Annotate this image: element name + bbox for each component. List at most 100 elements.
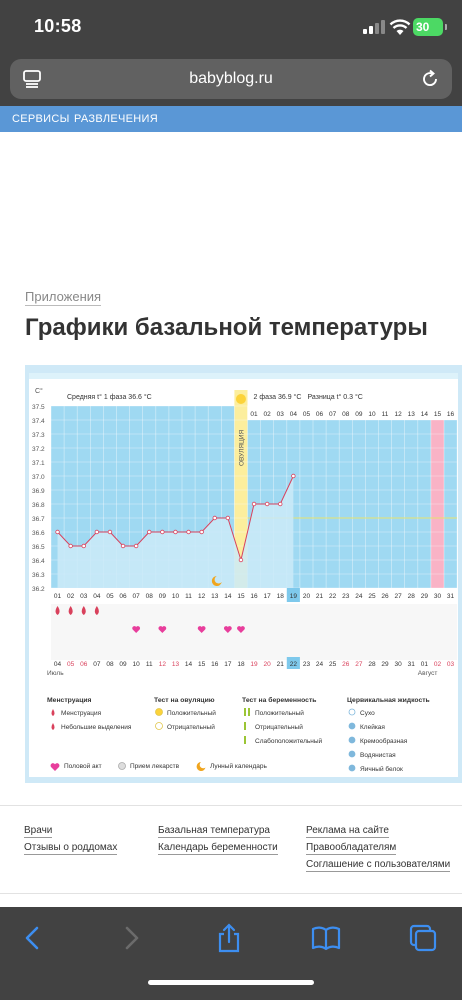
legend-ovulation-item: Положительный xyxy=(167,709,216,717)
legend-menstruation-item: Менструация xyxy=(61,710,102,717)
date-label: 11 xyxy=(146,661,153,668)
y-tick-label: 36.9 xyxy=(32,488,45,495)
bbt-chart-frame: 37.5 37.4 37.3 37.2 37.1 37.0 36.9 36.8 36.7 36.6… xyxy=(25,365,462,783)
temperature-point xyxy=(120,543,126,549)
legend-pregnancy-item: Положительный xyxy=(255,709,304,717)
markers-area xyxy=(51,604,458,660)
legend-menstruation-title: Менструация xyxy=(47,697,92,704)
legend-medication-icon xyxy=(118,762,126,770)
url-text[interactable]: babyblog.ru xyxy=(189,70,273,87)
footer-link-doctors[interactable]: Врачи xyxy=(24,825,53,838)
y-tick-label: 37.5 xyxy=(32,404,45,411)
cycle-day-label: 20 xyxy=(303,593,311,600)
back-icon[interactable] xyxy=(18,923,48,953)
intercourse-heart-icon xyxy=(132,626,141,633)
legend-cervical-icon xyxy=(348,736,356,744)
phase2-avg-label: 2 фаза 36.9 °C xyxy=(254,393,302,401)
date-label: 25 xyxy=(329,661,337,668)
ovulation-sun-icon xyxy=(235,394,246,404)
wifi-icon xyxy=(389,19,411,35)
status-bar: 10:58 30 xyxy=(0,0,462,54)
footer-link-advertising[interactable]: Реклама на сайте xyxy=(306,825,389,838)
cycle-day-label: 01 xyxy=(54,593,62,600)
date-label: 12 xyxy=(159,661,167,668)
date-label: 19 xyxy=(250,661,258,668)
current-date-highlight xyxy=(286,657,300,669)
cycle-day-label: 05 xyxy=(106,593,114,600)
temperature-point xyxy=(199,529,204,535)
legend-lunar-icon xyxy=(196,762,206,771)
legend-drop-icon xyxy=(51,709,55,716)
bookmarks-icon[interactable] xyxy=(311,923,341,953)
date-label: 06 xyxy=(80,661,88,668)
menstruation-drop-icon xyxy=(81,606,86,615)
legend-cervical-item: Яичный белок xyxy=(360,765,403,773)
temperature-point xyxy=(107,529,113,535)
date-label: 02 xyxy=(434,661,442,668)
battery-icon: 30 xyxy=(413,18,447,36)
temperature-point xyxy=(278,501,283,507)
tabs-icon[interactable] xyxy=(408,923,438,953)
footer-link-maternity-reviews[interactable]: Отзывы о роддомах xyxy=(24,842,118,855)
footer-link-pregnancy-calendar[interactable]: Календарь беременности xyxy=(158,842,278,855)
date-label: 27 xyxy=(355,661,363,668)
temperature-point xyxy=(68,543,73,549)
cycle-day-label: 04 xyxy=(93,593,101,600)
legend-pregnancy-item: Слабоположительный xyxy=(255,737,323,745)
footer-link-user-agreement[interactable]: Соглашение с пользователями xyxy=(306,859,451,872)
cycle-day-label: 27 xyxy=(395,593,403,600)
legend-cervical-item: Клейкая xyxy=(360,723,385,731)
cycle-day-label: 06 xyxy=(119,593,127,600)
home-indicator xyxy=(148,980,314,985)
legend-drop-icon xyxy=(51,723,55,730)
temperature-point xyxy=(55,529,60,535)
cycle-day-label: 17 xyxy=(264,593,272,600)
phase2-day-label: 15 xyxy=(434,411,442,418)
date-label: 17 xyxy=(224,661,232,668)
legend-intercourse-label: Половой акт xyxy=(64,762,102,770)
legend-test-stripe-icon xyxy=(244,722,246,730)
intercourse-heart-icon xyxy=(158,626,167,633)
y-tick-label: 36.4 xyxy=(32,558,45,565)
date-label: 15 xyxy=(198,661,206,668)
date-label: 16 xyxy=(211,661,219,668)
y-axis-label: C° xyxy=(35,387,43,395)
temp-diff-label: Разница t° 0.3 °C xyxy=(308,393,363,401)
page-title: Графики базальной температуры xyxy=(25,314,428,341)
temperature-point xyxy=(173,529,178,535)
reload-icon[interactable] xyxy=(420,69,440,89)
address-bar[interactable]: babyblog.ru xyxy=(10,59,452,99)
y-tick-label: 36.8 xyxy=(32,502,45,509)
ovulation-label: ОВУЛЯЦИЯ xyxy=(238,429,245,466)
share-icon[interactable] xyxy=(214,923,244,953)
phase2-day-label: 13 xyxy=(408,411,416,418)
footer-link-rights-holders[interactable]: Правообладателям xyxy=(306,842,397,855)
date-label: 01 xyxy=(421,661,429,668)
temperature-point xyxy=(291,473,296,479)
footer-link-basal-temp[interactable]: Базальная температура xyxy=(158,825,270,838)
section-kicker-link[interactable]: Приложения xyxy=(25,289,102,306)
cycle-day-label: 10 xyxy=(172,593,180,600)
legend-test-stripe-icon xyxy=(244,708,246,716)
forward-icon[interactable] xyxy=(116,923,146,953)
reader-mode-icon[interactable] xyxy=(22,70,42,88)
phase2-day-label: 03 xyxy=(277,411,285,418)
date-label: 29 xyxy=(381,661,389,668)
legend-cervical-icon xyxy=(348,708,356,716)
date-label: 13 xyxy=(172,661,180,668)
legend-cervical-icon xyxy=(348,722,356,730)
phase2-day-label: 08 xyxy=(342,411,350,418)
nav-link-entertainment[interactable]: РАЗВЛЕЧЕНИЯ xyxy=(74,113,158,125)
date-label: 24 xyxy=(316,661,324,668)
y-tick-label: 37.1 xyxy=(32,460,45,467)
legend-ovulation-icon xyxy=(155,722,163,730)
temperature-point xyxy=(133,543,139,549)
site-nav: СЕРВИСЫ РАЗВЛЕЧЕНИЯ xyxy=(0,106,462,132)
temperature-point xyxy=(147,529,152,535)
legend-medication-label: Прием лекарств xyxy=(130,763,180,770)
phase1-avg-label: Средняя t° 1 фаза 36.6 °C xyxy=(67,393,152,401)
date-label: 07 xyxy=(93,661,101,668)
nav-link-services[interactable]: СЕРВИСЫ xyxy=(12,113,70,125)
intercourse-heart-icon xyxy=(197,626,206,633)
temperature-point xyxy=(186,529,191,535)
